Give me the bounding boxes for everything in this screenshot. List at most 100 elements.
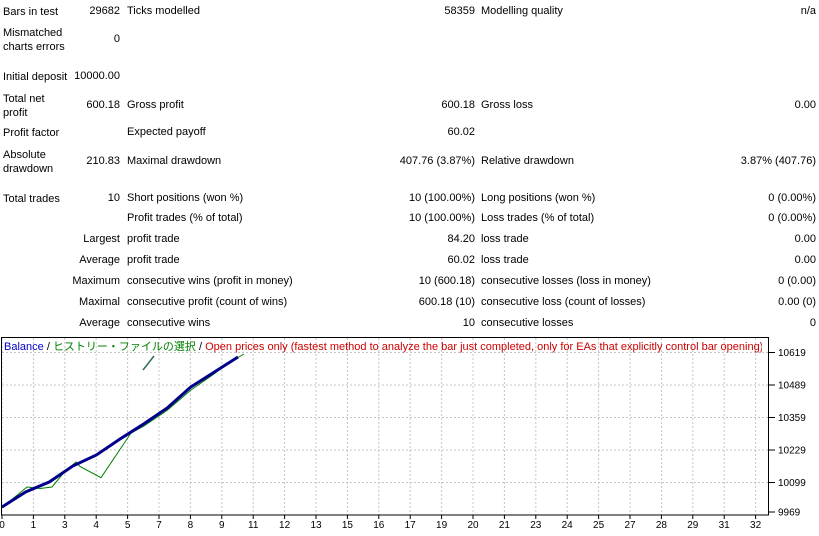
stat-value: 10 (100.00%) — [408, 192, 475, 204]
stat-value: 10000.00 — [74, 70, 120, 82]
stats-row-mismatched-errors: Mismatched charts errors 0 — [0, 26, 819, 53]
x-axis-label: 21 — [499, 520, 511, 531]
stat-value: 10 — [462, 317, 475, 329]
stat-value: 600.18 — [86, 99, 120, 111]
stat-value: 84.20 — [447, 233, 475, 245]
stat-value: 407.76 (3.87%) — [399, 155, 475, 167]
stat-value: 0 (0.00%) — [768, 192, 816, 204]
x-axis-label: 25 — [593, 520, 605, 531]
stat-label: loss trade — [481, 254, 529, 266]
chart-frame — [1, 337, 769, 516]
x-axis-label: 8 — [188, 520, 194, 531]
stat-value: 210.83 — [86, 155, 120, 167]
stat-value: 0 — [809, 317, 816, 329]
strategy-tester-report: Bars in test 29682 Ticks modelled 58359 … — [0, 5, 819, 331]
stat-label: consecutive losses (loss in money) — [481, 275, 651, 287]
stat-label: Bars in test — [3, 6, 59, 18]
stat-value: 0.00 — [794, 233, 816, 245]
stat-label: Relative drawdown — [481, 155, 574, 167]
legend-balance-label: Balance — [4, 341, 44, 353]
stat-label: Absolute drawdown — [3, 149, 54, 175]
stat-label: consecutive losses — [481, 317, 574, 329]
stat-value: 10 — [107, 192, 120, 204]
x-axis-label: 23 — [530, 520, 542, 531]
stat-value: 58359 — [444, 5, 475, 17]
stats-row-absolute-drawdown: Absolute drawdown 210.83 Maximal drawdow… — [0, 148, 819, 175]
legend-open-prices-note: Open prices only (fastest method to anal… — [205, 341, 762, 353]
stat-value: 0 (0.00) — [778, 275, 816, 287]
stats-row-bars-in-test: Bars in test 29682 Ticks modelled 58359 … — [0, 5, 819, 19]
x-axis-label: 7 — [156, 520, 162, 531]
stats-row-profit-trades: Profit trades (% of total) 10 (100.00%) … — [0, 212, 819, 226]
stats-row-initial-deposit: Initial deposit 10000.00 — [0, 70, 819, 84]
stat-label: Total net profit — [3, 93, 45, 119]
x-axis-label: 29 — [687, 520, 699, 531]
x-axis-label: 31 — [719, 520, 731, 531]
stats-row-maximal-consecutive: Maximal consecutive profit (count of win… — [0, 296, 819, 310]
stat-label: Maximal drawdown — [127, 155, 222, 167]
stat-value: 0.00 (0) — [778, 296, 816, 308]
stat-value: Average — [79, 254, 120, 266]
stat-value: 0.00 — [794, 254, 816, 266]
x-axis-label: 9 — [219, 520, 225, 531]
x-axis-label: 4 — [93, 520, 99, 531]
stats-row-profit-factor: Profit factor Expected payoff 60.02 — [0, 126, 819, 140]
stat-value: 10 (100.00%) — [408, 212, 475, 224]
y-axis-label: 9969 — [778, 508, 801, 519]
stat-label: consecutive wins (profit in money) — [127, 275, 293, 287]
y-axis-label: 10619 — [778, 348, 806, 359]
stat-value: 60.02 — [447, 254, 475, 266]
stat-value: 60.02 — [447, 126, 475, 138]
stat-label: Ticks modelled — [127, 5, 200, 17]
stat-label: Total trades — [3, 193, 60, 205]
x-axis-label: 5 — [125, 520, 131, 531]
legend-separator: / — [43, 341, 53, 353]
y-axis-label: 10099 — [778, 478, 806, 489]
stats-row-average-trade: Average profit trade 60.02 loss trade 0.… — [0, 254, 819, 268]
stats-row-maximum-consecutive: Maximum consecutive wins (profit in mone… — [0, 275, 819, 289]
balance-chart-svg: 0 1 3 4 5 7 8 9 11 12 13 15 16 17 19 20 21 23 24 25 27 28 29 31… — [0, 337, 806, 531]
stat-label: consecutive loss (count of losses) — [481, 296, 646, 308]
stat-label: Gross profit — [127, 99, 184, 111]
stat-label: Initial deposit — [3, 71, 68, 83]
stat-label: Modelling quality — [481, 5, 563, 17]
balance-line — [1, 355, 239, 509]
x-axis-label: 32 — [750, 520, 762, 531]
stat-label: profit trade — [127, 233, 180, 245]
stat-label: Profit trades (% of total) — [127, 212, 243, 224]
x-axis-label: 13 — [310, 520, 322, 531]
stats-row-largest-trade: Largest profit trade 84.20 loss trade 0.… — [0, 233, 819, 247]
stat-value: Maximum — [72, 275, 120, 287]
stat-value: 600.18 — [441, 99, 475, 111]
x-axis-label: 19 — [436, 520, 448, 531]
x-axis-label: 0 — [0, 520, 5, 531]
balance-graph-panel: 0 1 3 4 5 7 8 9 11 12 13 15 16 17 19 20 21 23 24 25 27 28 29 31… — [0, 331, 819, 536]
stats-row-total-net-profit: Total net profit 600.18 Gross profit 600… — [0, 92, 819, 119]
stat-value: 10 (600.18) — [418, 275, 475, 287]
stat-value: 3.87% (407.76) — [740, 155, 816, 167]
stat-value: Maximal — [79, 296, 120, 308]
x-axis-label: 1 — [31, 520, 37, 531]
y-axis-label: 10229 — [778, 446, 806, 457]
stat-label: profit trade — [127, 254, 180, 266]
stat-label: Expected payoff — [127, 126, 206, 138]
x-axis-label: 11 — [248, 520, 259, 531]
x-axis-label: 27 — [624, 520, 636, 531]
stats-row-total-trades: Total trades 10 Short positions (won %) … — [0, 192, 819, 206]
legend-history-file-label: ヒストリー・ファイルの選択 — [52, 341, 196, 353]
stat-value: Average — [79, 317, 120, 329]
y-axis-label: 10489 — [778, 381, 806, 392]
stat-label: Loss trades (% of total) — [481, 212, 595, 224]
pointer-artifact — [142, 355, 155, 371]
stat-label: Profit factor — [3, 127, 60, 139]
stat-label: Short positions (won %) — [127, 192, 244, 204]
stat-label: consecutive wins — [127, 317, 211, 329]
stat-value: n/a — [800, 5, 816, 17]
x-axis-label: 15 — [342, 520, 354, 531]
x-axis-label: 16 — [373, 520, 385, 531]
y-axis-label: 10359 — [778, 413, 806, 424]
legend-separator: / — [195, 341, 206, 353]
stat-label: consecutive profit (count of wins) — [127, 296, 288, 308]
x-axis-label: 17 — [405, 520, 417, 531]
stats-row-average-consecutive: Average consecutive wins 10 consecutive … — [0, 317, 819, 331]
